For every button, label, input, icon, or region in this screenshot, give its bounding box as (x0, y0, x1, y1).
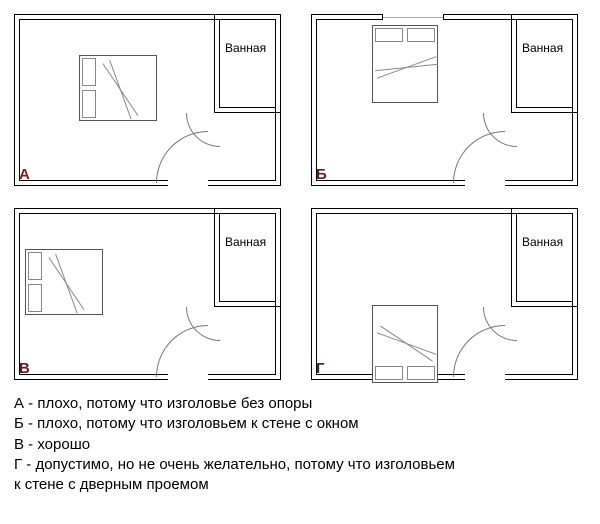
legend-line: к стене с дверным проемом (14, 475, 586, 495)
door-opening (168, 178, 208, 186)
legend-block: А - плохо, потому что изголовье без опор… (0, 390, 600, 509)
plan-letter: Г (316, 360, 325, 377)
legend-line: А - плохо, потому что изголовье без опор… (14, 394, 586, 414)
pillow (28, 252, 42, 280)
pillow (28, 284, 42, 312)
legend-line: Г - допустимо, но не очень желательно, п… (14, 455, 586, 475)
bathroom: Ванная (511, 209, 577, 307)
window (382, 14, 444, 20)
bathroom-inner-wall (516, 19, 573, 108)
pillow (375, 366, 403, 380)
bed-fold (380, 326, 433, 362)
pillow (82, 90, 96, 118)
pillow (407, 366, 435, 380)
bathroom-label: Ванная (522, 235, 563, 249)
bed (79, 55, 157, 121)
door-opening (465, 372, 505, 380)
plan-letter: В (19, 360, 30, 377)
floor-plan-B: Ванная Б (311, 14, 578, 186)
bed (372, 25, 438, 103)
legend-line: В - хорошо (14, 435, 586, 455)
legend-line: Б - плохо, потому что изголовьем к стене… (14, 414, 586, 434)
bathroom-inner-wall (516, 213, 573, 302)
bed-fold (103, 63, 139, 116)
bathroom-label: Ванная (522, 41, 563, 55)
floor-plan-A: Ванная А (14, 14, 281, 186)
plan-letter: А (19, 166, 30, 183)
door-opening (465, 178, 505, 186)
pillow (375, 28, 403, 42)
bed (372, 305, 438, 383)
bathroom: Ванная (511, 15, 577, 113)
pillow (82, 58, 96, 86)
bathroom-label: Ванная (225, 235, 266, 249)
floor-plan-V: Ванная В (14, 208, 281, 380)
plan-letter: Б (316, 166, 327, 183)
bed-fold (375, 63, 437, 71)
bed (25, 249, 103, 315)
bed-fold (49, 257, 85, 310)
bathroom: Ванная (214, 15, 280, 113)
bathroom-inner-wall (219, 19, 276, 108)
door-opening (168, 372, 208, 380)
bathroom-inner-wall (219, 213, 276, 302)
floorplan-grid: Ванная А Ванная Б Ванная В Ванная Г (0, 0, 600, 390)
floor-plan-G: Ванная Г (311, 208, 578, 380)
pillow (407, 28, 435, 42)
bathroom: Ванная (214, 209, 280, 307)
bathroom-label: Ванная (225, 41, 266, 55)
